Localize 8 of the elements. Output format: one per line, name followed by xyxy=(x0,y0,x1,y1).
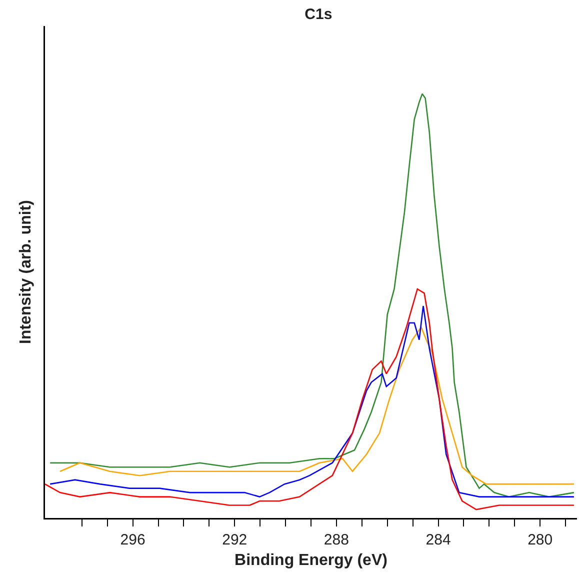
x-tick-label: 296 xyxy=(120,532,146,548)
chart-title: C1s xyxy=(304,6,332,24)
x-tick-label: 284 xyxy=(426,532,451,548)
x-tick-label: 292 xyxy=(222,532,248,548)
y-axis-title: Intensity (arb. unit) xyxy=(18,200,35,344)
x-tick-label: 280 xyxy=(528,532,553,548)
x-tick-label: 288 xyxy=(324,532,349,548)
x-axis-title: Binding Energy (eV) xyxy=(234,552,388,569)
